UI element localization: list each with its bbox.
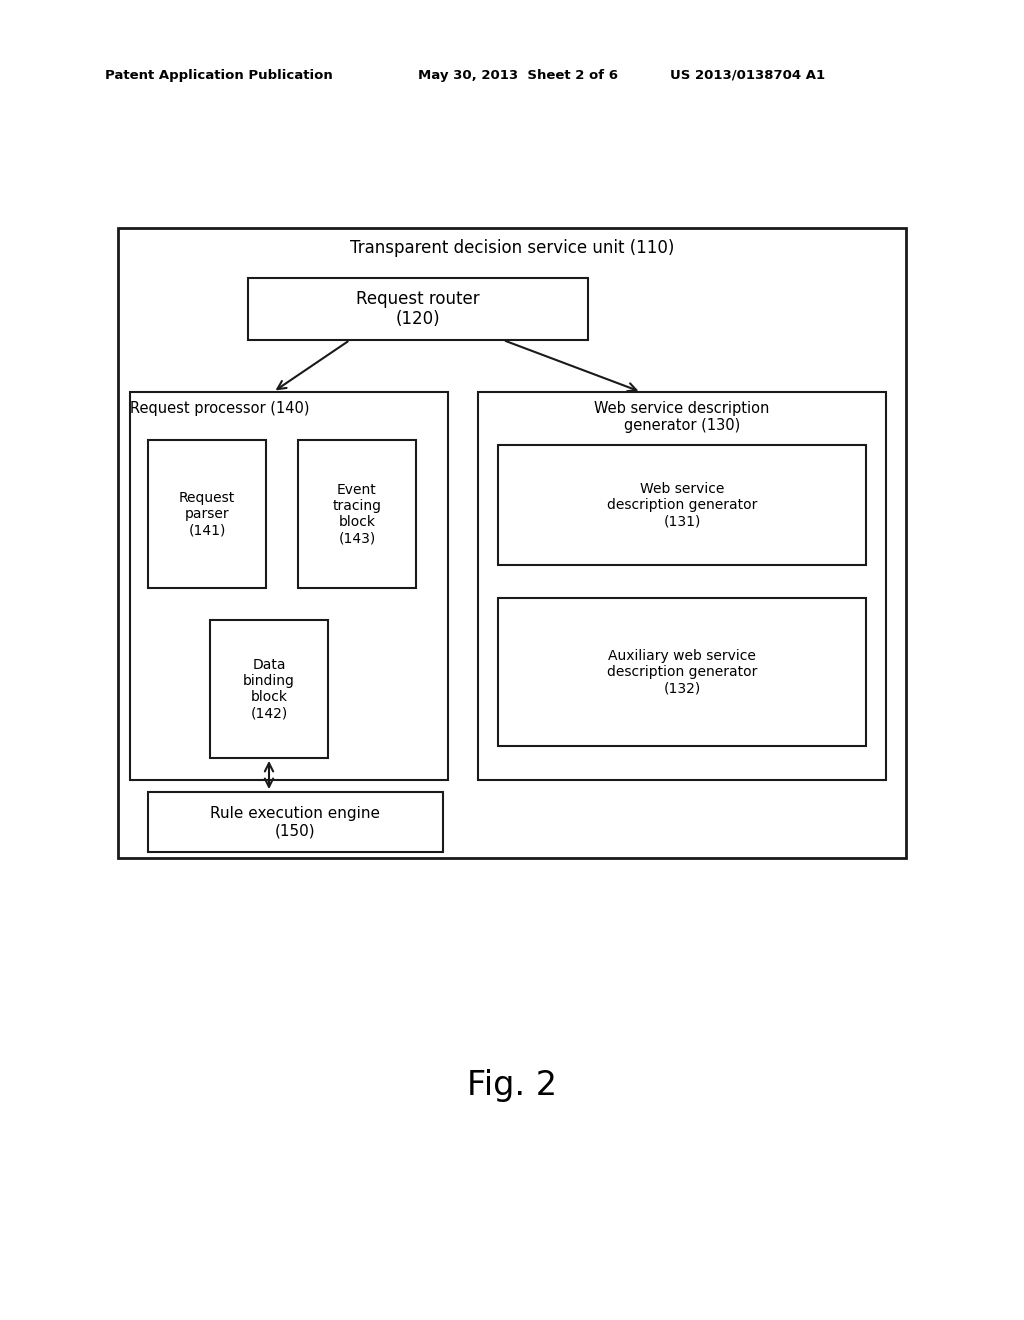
FancyBboxPatch shape bbox=[248, 279, 588, 341]
Text: May 30, 2013  Sheet 2 of 6: May 30, 2013 Sheet 2 of 6 bbox=[418, 69, 618, 82]
Text: Fig. 2: Fig. 2 bbox=[467, 1068, 557, 1101]
FancyBboxPatch shape bbox=[148, 440, 266, 587]
Text: Rule execution engine
(150): Rule execution engine (150) bbox=[211, 805, 381, 838]
Text: Web service description
generator (130): Web service description generator (130) bbox=[594, 401, 770, 433]
Text: Auxiliary web service
description generator
(132): Auxiliary web service description genera… bbox=[607, 649, 757, 696]
Text: Patent Application Publication: Patent Application Publication bbox=[105, 69, 333, 82]
FancyBboxPatch shape bbox=[298, 440, 416, 587]
Text: Event
tracing
block
(143): Event tracing block (143) bbox=[333, 483, 382, 545]
Text: Request router
(120): Request router (120) bbox=[356, 289, 480, 329]
FancyBboxPatch shape bbox=[148, 792, 443, 851]
FancyBboxPatch shape bbox=[130, 392, 449, 780]
FancyBboxPatch shape bbox=[478, 392, 886, 780]
Text: Transparent decision service unit (110): Transparent decision service unit (110) bbox=[350, 239, 674, 257]
Text: Request
parser
(141): Request parser (141) bbox=[179, 491, 236, 537]
FancyBboxPatch shape bbox=[210, 620, 328, 758]
FancyBboxPatch shape bbox=[498, 445, 866, 565]
Text: Web service
description generator
(131): Web service description generator (131) bbox=[607, 482, 757, 528]
Text: US 2013/0138704 A1: US 2013/0138704 A1 bbox=[670, 69, 825, 82]
Text: Request processor (140): Request processor (140) bbox=[130, 401, 309, 417]
FancyBboxPatch shape bbox=[118, 228, 906, 858]
FancyBboxPatch shape bbox=[498, 598, 866, 746]
Text: Data
binding
block
(142): Data binding block (142) bbox=[243, 657, 295, 721]
